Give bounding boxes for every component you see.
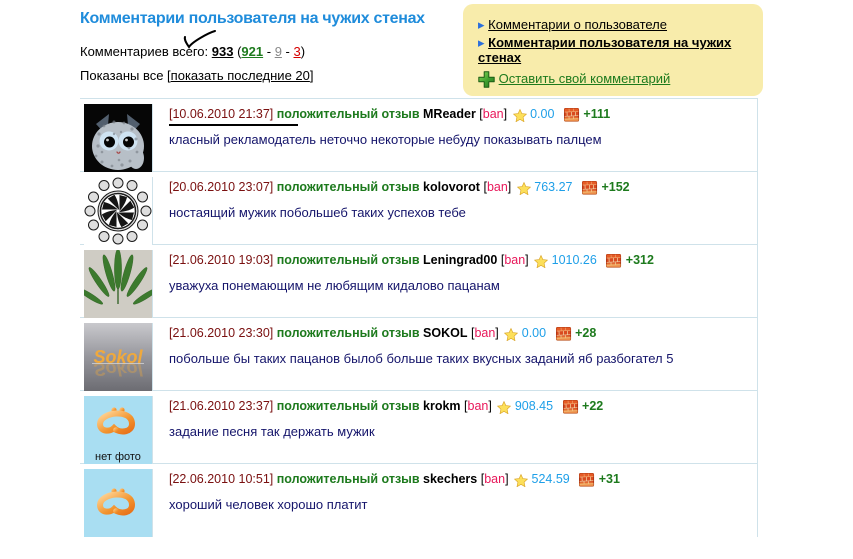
svg-text:нет фото: нет фото [95,451,141,463]
svg-text:Sokol: Sokol [93,359,143,379]
